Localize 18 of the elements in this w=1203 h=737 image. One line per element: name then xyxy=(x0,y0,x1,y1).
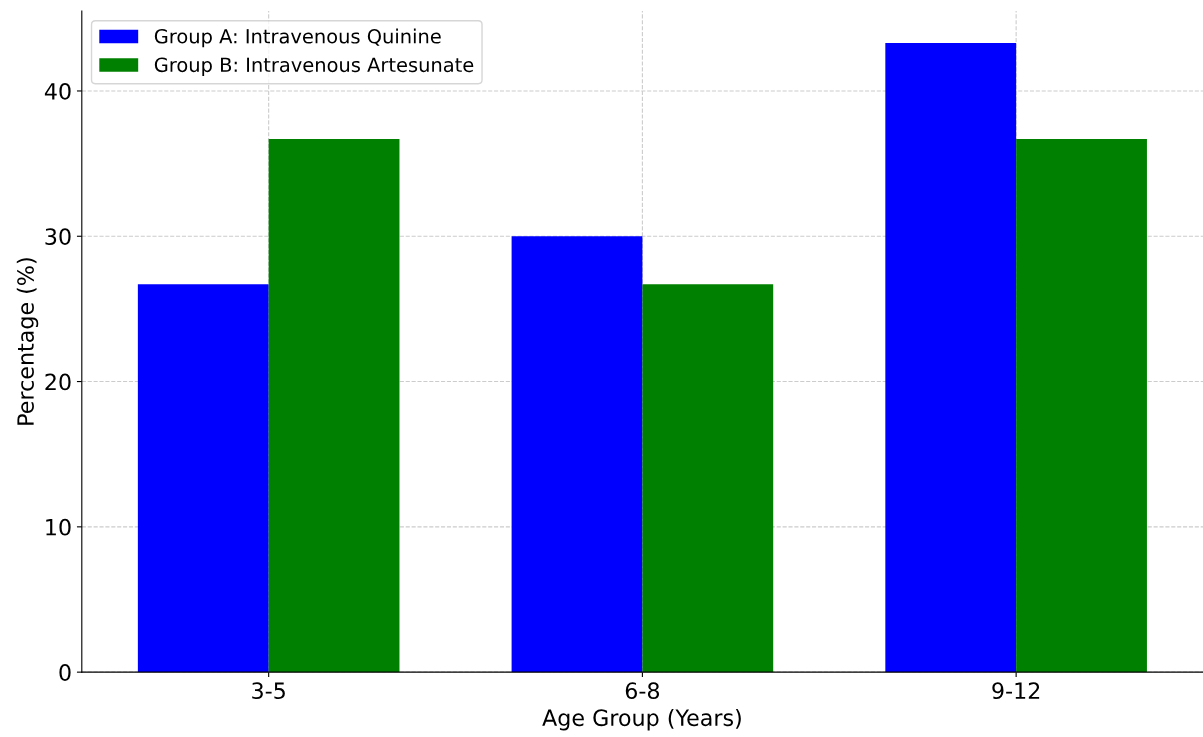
bar xyxy=(885,43,1017,673)
x-axis-title: Age Group (Years) xyxy=(542,708,741,731)
legend-label: Group B: Intravenous Artesunate xyxy=(154,57,474,76)
x-tick-label: 3-5 xyxy=(252,682,285,700)
x-tick-label: 6-8 xyxy=(625,682,660,700)
bar xyxy=(268,138,400,673)
y-tick-label: 10 xyxy=(46,518,71,536)
x-tick-label: 9-12 xyxy=(992,682,1040,700)
bar xyxy=(642,284,774,673)
bar xyxy=(511,236,643,673)
bar xyxy=(1016,138,1147,673)
y-axis-title: Percentage (%) xyxy=(16,258,39,425)
y-tick-label: 20 xyxy=(45,373,71,391)
bar xyxy=(137,284,269,673)
y-tick-label: 0 xyxy=(59,664,71,681)
y-tick-label: 30 xyxy=(45,228,71,246)
legend-label: Group A: Intravenous Quinine xyxy=(154,28,441,48)
y-tick-label: 40 xyxy=(44,82,71,100)
